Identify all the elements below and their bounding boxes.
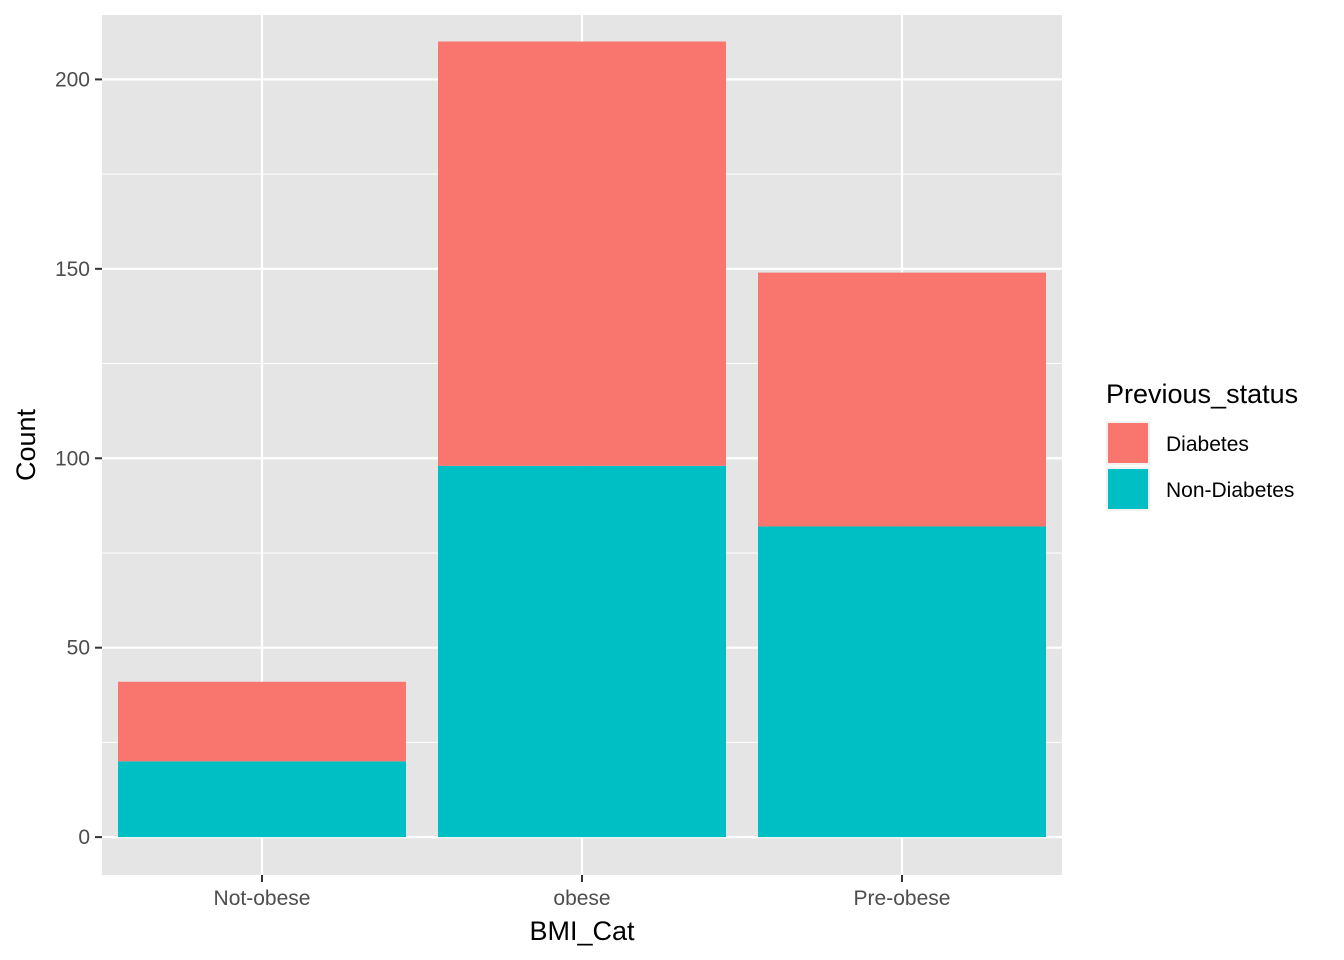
bars xyxy=(118,41,1046,838)
y-axis: 0 50 100 150 200 xyxy=(55,68,102,849)
y-tick-label: 50 xyxy=(67,637,90,660)
y-tick-label: 0 xyxy=(78,826,90,849)
legend-entries: Diabetes Non-Diabetes xyxy=(1106,421,1294,511)
legend-label-diabetes: Diabetes xyxy=(1166,433,1249,456)
y-tick-label: 150 xyxy=(55,258,90,281)
bar-obese-non-diabetes xyxy=(438,465,726,838)
legend-label-non-diabetes: Non-Diabetes xyxy=(1166,479,1294,502)
x-axis-title: BMI_Cat xyxy=(529,916,635,946)
legend-swatch-non-diabetes xyxy=(1108,469,1148,509)
x-axis: Not-obese obese Pre-obese xyxy=(214,875,951,910)
legend-swatch-diabetes xyxy=(1108,423,1148,463)
legend-title: Previous_status xyxy=(1106,379,1298,409)
bar-obese-diabetes xyxy=(438,41,726,466)
bar-pre-obese-non-diabetes xyxy=(758,526,1046,838)
y-tick-label: 100 xyxy=(55,447,90,470)
bar-pre-obese-diabetes xyxy=(758,272,1046,527)
x-tick-label: Pre-obese xyxy=(854,887,951,910)
y-axis-title: Count xyxy=(11,408,41,481)
bar-not-obese-diabetes xyxy=(118,681,406,762)
x-tick-label: obese xyxy=(553,887,610,910)
y-tick-label: 200 xyxy=(55,68,90,91)
bar-not-obese-non-diabetes xyxy=(118,761,406,838)
legend: Previous_status Diabetes Non-Diabetes xyxy=(1106,379,1298,511)
x-tick-label: Not-obese xyxy=(214,887,311,910)
